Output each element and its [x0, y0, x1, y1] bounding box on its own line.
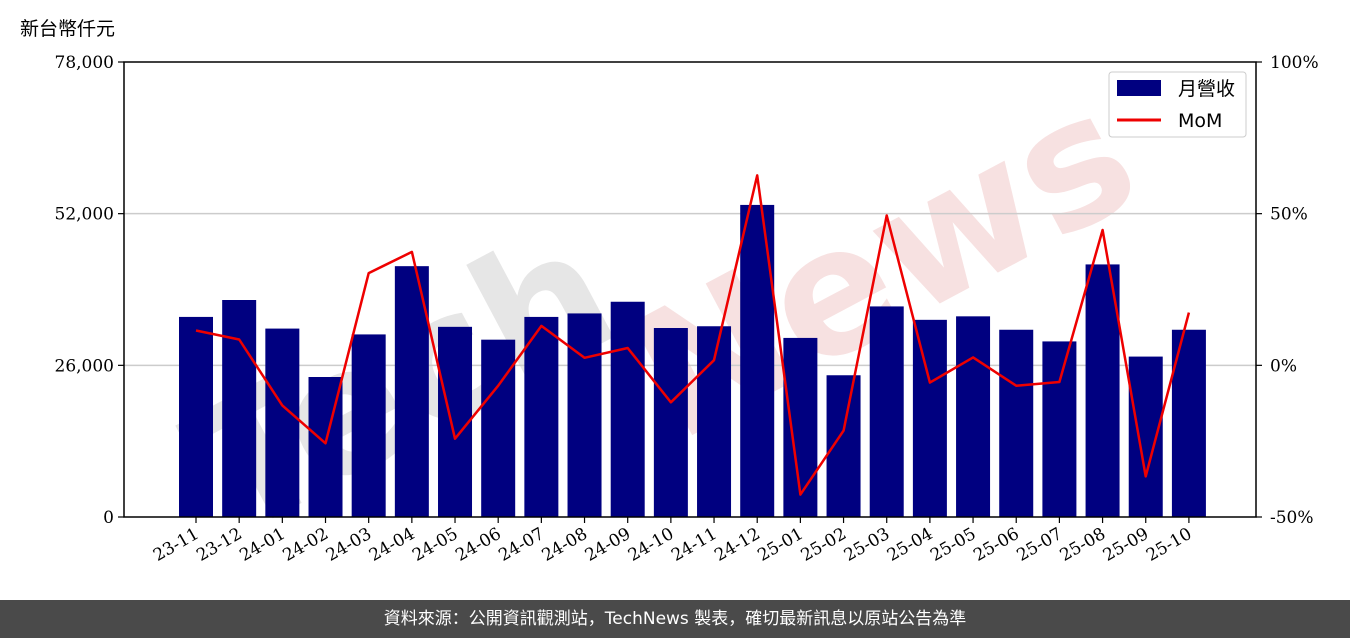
x-tick-label-25-10: 25-10: [1143, 524, 1195, 566]
bar-23-12: [222, 300, 257, 517]
revenue-chart: Tech News 026,00052,00078,000-50%0%50%10…: [55, 51, 1319, 575]
bar-25-03: [869, 306, 904, 517]
x-tick-label-25-02: 25-02: [798, 524, 850, 566]
legend-swatch-revenue: [1117, 80, 1161, 96]
bar-24-07: [524, 316, 559, 517]
bar-24-01: [265, 328, 300, 517]
bar-24-04: [394, 266, 429, 517]
bar-25-10: [1171, 329, 1206, 517]
source-footer: 資料來源：公開資訊觀測站，TechNews 製表，確切最新訊息以原站公告為準: [0, 600, 1350, 638]
x-tick-label-25-05: 25-05: [927, 524, 979, 566]
x-tick-label-24-06: 24-06: [452, 524, 504, 566]
right-tick-label-2: 50%: [1270, 205, 1308, 225]
bar-25-06: [999, 329, 1034, 517]
right-tick-label-3: 100%: [1270, 53, 1319, 73]
x-tick-label-25-07: 25-07: [1013, 524, 1065, 566]
x-tick-label-25-04: 25-04: [884, 524, 936, 566]
x-tick-label-25-06: 25-06: [970, 524, 1022, 566]
legend: 月營收 MoM: [1108, 71, 1247, 138]
bar-25-04: [912, 319, 947, 517]
mom-line: [195, 174, 1191, 496]
x-tick-label-25-01: 25-01: [754, 524, 806, 566]
bar-24-03: [351, 334, 386, 517]
bar-25-08: [1085, 264, 1120, 517]
bar-24-09: [610, 301, 645, 517]
x-tick-label-24-07: 24-07: [495, 524, 547, 566]
left-tick-label-0: 0: [103, 508, 114, 528]
x-tick-label-23-12: 23-12: [193, 524, 245, 566]
x-tick-label-23-11: 23-11: [150, 524, 202, 566]
x-tick-label-24-05: 24-05: [409, 524, 461, 566]
bar-23-11: [179, 316, 213, 517]
x-tick-label-25-03: 25-03: [841, 524, 893, 566]
plot-frame: [123, 61, 1257, 518]
bar-24-08: [567, 313, 602, 517]
line-series-mom: [195, 174, 1191, 496]
y-axis-unit-label: 新台幣仟元: [20, 18, 116, 40]
x-tick-label-24-09: 24-09: [582, 524, 634, 566]
bar-25-07: [1042, 341, 1077, 517]
x-tick-label-25-08: 25-08: [1057, 524, 1109, 566]
bar-24-10: [653, 328, 688, 517]
left-tick-label-2: 52,000: [55, 205, 114, 225]
x-tick-label-24-11: 24-11: [668, 524, 720, 566]
x-tick-label-25-09: 25-09: [1100, 524, 1152, 566]
legend-label-revenue: 月營收: [1178, 78, 1235, 100]
x-tick-label-24-10: 24-10: [625, 524, 677, 566]
right-tick-label-1: 0%: [1270, 356, 1297, 376]
x-tick-label-24-12: 24-12: [711, 524, 763, 566]
right-tick-label-0: -50%: [1270, 508, 1314, 528]
legend-label-mom: MoM: [1178, 110, 1222, 132]
x-tick-label-24-04: 24-04: [366, 524, 418, 566]
bar-24-05: [438, 326, 473, 517]
left-tick-label-1: 26,000: [55, 356, 114, 376]
bar-25-09: [1128, 356, 1163, 517]
bar-24-12: [740, 204, 775, 517]
x-tick-label-24-08: 24-08: [539, 524, 591, 566]
bar-24-06: [481, 339, 516, 517]
bar-series-monthly-revenue: [179, 204, 1206, 517]
bar-25-05: [956, 316, 991, 517]
left-tick-label-3: 78,000: [55, 53, 114, 73]
